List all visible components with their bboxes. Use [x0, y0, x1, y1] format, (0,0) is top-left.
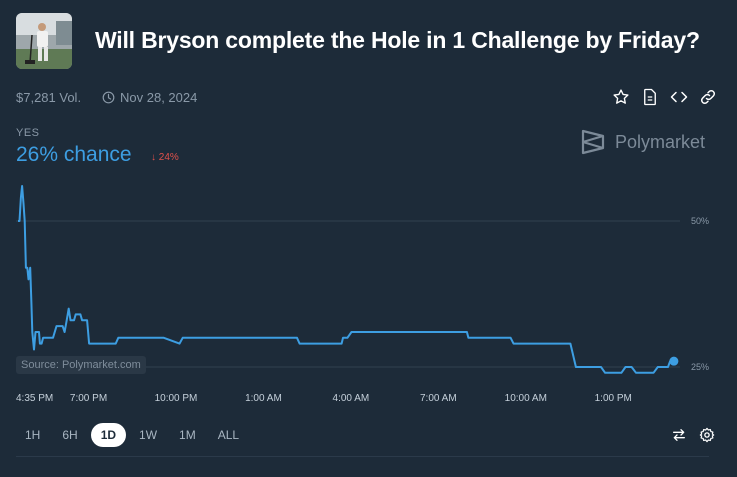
star-icon[interactable]	[611, 87, 631, 107]
chance-value: 26% chance	[16, 143, 132, 166]
range-1m[interactable]: 1M	[179, 428, 196, 442]
price-line	[18, 185, 674, 374]
x-tick-label: 4:35 PM	[16, 393, 54, 404]
range-6h[interactable]: 6H	[62, 428, 78, 442]
link-icon[interactable]	[698, 87, 718, 107]
x-tick-label: 1:00 AM	[245, 393, 282, 404]
volume-label: $7,281 Vol.	[16, 90, 82, 105]
brand-name: Polymarket	[615, 131, 706, 152]
end-date-text: Nov 28, 2024	[120, 90, 198, 105]
x-tick-label: 7:00 PM	[69, 393, 108, 404]
range-1h[interactable]: 1H	[25, 428, 41, 442]
time-range-selector: 1H 6H 1D 1W 1M ALL	[16, 423, 248, 447]
y-tick-50: 50%	[691, 216, 710, 226]
code-icon[interactable]	[669, 87, 689, 107]
market-thumbnail	[16, 13, 72, 69]
x-axis-labels: 4:35 PM 7:00 PM 10:00 PM 1:00 AM 4:00 AM 7:00…	[0, 393, 737, 407]
end-date: Nov 28, 2024	[102, 90, 197, 105]
x-tick-label: 7:00 AM	[419, 393, 457, 404]
swap-icon[interactable]	[671, 427, 687, 443]
market-thumbnail-image	[16, 13, 72, 69]
x-tick-label: 4:00 AM	[332, 393, 370, 404]
chart-controls	[671, 427, 715, 443]
settings-icon[interactable]	[699, 427, 715, 443]
polymarket-logo: Polymarket	[580, 128, 705, 156]
polymarket-logo-icon	[581, 129, 605, 155]
market-title: Will Bryson complete the Hole in 1 Chall…	[95, 27, 700, 53]
range-1w[interactable]: 1W	[139, 428, 158, 442]
chance-delta: ↓ 24%	[151, 152, 179, 163]
chart-source: Source: Polymarket.com	[16, 356, 146, 374]
clock-icon	[102, 91, 115, 104]
document-icon[interactable]	[640, 87, 660, 107]
current-price-dot	[669, 356, 679, 366]
range-all[interactable]: ALL	[217, 428, 240, 442]
bottom-divider	[16, 456, 709, 457]
header-actions	[611, 87, 718, 107]
x-tick-label: 1:00 PM	[594, 393, 632, 404]
y-tick-25: 25%	[691, 362, 710, 372]
x-tick-label: 10:00 PM	[154, 393, 198, 404]
outcome-label: YES	[16, 127, 40, 139]
x-tick-label: 10:00 AM	[504, 393, 547, 404]
range-1d[interactable]: 1D	[90, 423, 127, 447]
